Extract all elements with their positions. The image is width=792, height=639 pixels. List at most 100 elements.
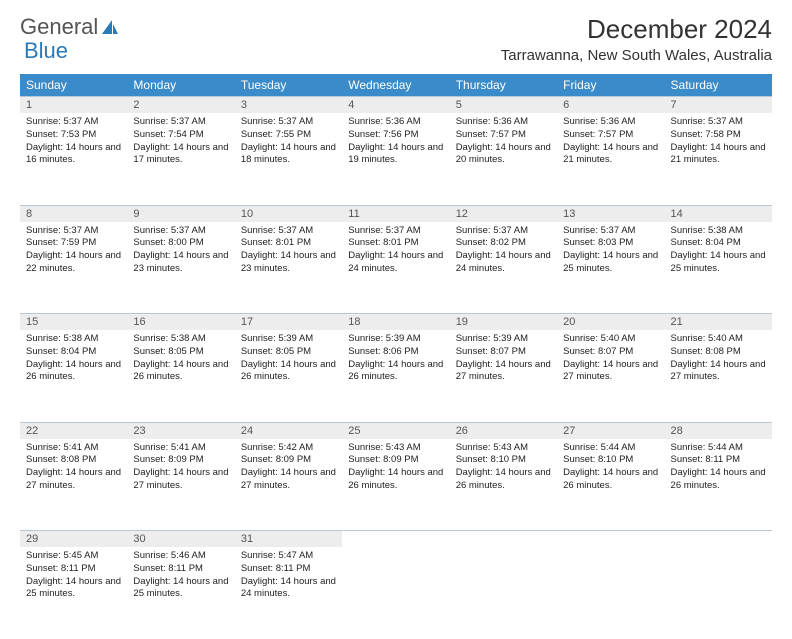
sunrise-label: Sunrise: [241, 225, 279, 236]
daylight-label: Daylight: [133, 359, 173, 370]
weekday-header-row: Sunday Monday Tuesday Wednesday Thursday… [20, 74, 772, 97]
sunrise-value: 5:38 AM [64, 333, 99, 344]
sunrise-value: 5:43 AM [493, 442, 528, 453]
day-details: Sunrise: 5:36 AMSunset: 7:57 PMDaylight:… [450, 113, 557, 171]
day-cell: Sunrise: 5:44 AMSunset: 8:10 PMDaylight:… [557, 439, 664, 531]
sunrise-label: Sunrise: [563, 333, 601, 344]
sunset-label: Sunset: [671, 346, 706, 357]
sunrise-value: 5:37 AM [171, 116, 206, 127]
sunset-label: Sunset: [26, 129, 61, 140]
sunrise-label: Sunrise: [563, 116, 601, 127]
daylight-label: Daylight: [241, 250, 281, 261]
sunset-value: 8:10 PM [491, 454, 526, 465]
sunrise-value: 5:41 AM [64, 442, 99, 453]
day-number: 7 [665, 97, 772, 114]
day-number: 21 [665, 314, 772, 331]
day-content-row: Sunrise: 5:41 AMSunset: 8:08 PMDaylight:… [20, 439, 772, 531]
sunset-value: 8:08 PM [705, 346, 740, 357]
day-cell: Sunrise: 5:42 AMSunset: 8:09 PMDaylight:… [235, 439, 342, 531]
sunset-value: 7:55 PM [276, 129, 311, 140]
sunrise-label: Sunrise: [26, 442, 64, 453]
sunrise-label: Sunrise: [133, 442, 171, 453]
sunrise-value: 5:37 AM [278, 225, 313, 236]
day-cell: Sunrise: 5:47 AMSunset: 8:11 PMDaylight:… [235, 547, 342, 639]
sunset-value: 7:53 PM [61, 129, 96, 140]
day-cell [665, 547, 772, 639]
day-cell: Sunrise: 5:40 AMSunset: 8:08 PMDaylight:… [665, 330, 772, 422]
day-number-row: 1234567 [20, 97, 772, 114]
day-details: Sunrise: 5:37 AMSunset: 8:01 PMDaylight:… [342, 222, 449, 280]
sunset-label: Sunset: [671, 454, 706, 465]
logo: General [20, 14, 120, 40]
day-number: 17 [235, 314, 342, 331]
day-number: 14 [665, 205, 772, 222]
sunrise-label: Sunrise: [241, 333, 279, 344]
sunrise-label: Sunrise: [348, 442, 386, 453]
day-content-row: Sunrise: 5:37 AMSunset: 7:53 PMDaylight:… [20, 113, 772, 205]
day-cell: Sunrise: 5:44 AMSunset: 8:11 PMDaylight:… [665, 439, 772, 531]
daylight-label: Daylight: [456, 142, 496, 153]
logo-text-1: General [20, 14, 98, 40]
day-details: Sunrise: 5:37 AMSunset: 7:53 PMDaylight:… [20, 113, 127, 171]
sunset-label: Sunset: [671, 129, 706, 140]
sunrise-value: 5:37 AM [493, 225, 528, 236]
sunset-value: 8:02 PM [491, 237, 526, 248]
sunset-value: 7:56 PM [383, 129, 418, 140]
day-cell: Sunrise: 5:38 AMSunset: 8:04 PMDaylight:… [20, 330, 127, 422]
weekday-header: Saturday [665, 74, 772, 97]
weekday-header: Monday [127, 74, 234, 97]
sunset-label: Sunset: [348, 129, 383, 140]
sunrise-label: Sunrise: [26, 333, 64, 344]
day-details: Sunrise: 5:38 AMSunset: 8:04 PMDaylight:… [665, 222, 772, 280]
sunrise-label: Sunrise: [348, 225, 386, 236]
weekday-header: Tuesday [235, 74, 342, 97]
sunset-label: Sunset: [563, 454, 598, 465]
day-details: Sunrise: 5:42 AMSunset: 8:09 PMDaylight:… [235, 439, 342, 497]
sunset-label: Sunset: [133, 563, 168, 574]
day-cell: Sunrise: 5:37 AMSunset: 8:02 PMDaylight:… [450, 222, 557, 314]
sunset-value: 7:57 PM [598, 129, 633, 140]
day-cell: Sunrise: 5:36 AMSunset: 7:57 PMDaylight:… [450, 113, 557, 205]
day-details: Sunrise: 5:41 AMSunset: 8:08 PMDaylight:… [20, 439, 127, 497]
day-number: 23 [127, 422, 234, 439]
day-details: Sunrise: 5:37 AMSunset: 7:59 PMDaylight:… [20, 222, 127, 280]
sunset-label: Sunset: [671, 237, 706, 248]
day-number-row: 22232425262728 [20, 422, 772, 439]
day-cell: Sunrise: 5:38 AMSunset: 8:05 PMDaylight:… [127, 330, 234, 422]
sunset-label: Sunset: [133, 129, 168, 140]
day-details: Sunrise: 5:37 AMSunset: 8:02 PMDaylight:… [450, 222, 557, 280]
daylight-label: Daylight: [563, 359, 603, 370]
day-details: Sunrise: 5:43 AMSunset: 8:10 PMDaylight:… [450, 439, 557, 497]
day-number: 20 [557, 314, 664, 331]
day-number: 3 [235, 97, 342, 114]
sunset-value: 7:58 PM [705, 129, 740, 140]
sunrise-value: 5:45 AM [64, 550, 99, 561]
weekday-header: Friday [557, 74, 664, 97]
day-details: Sunrise: 5:43 AMSunset: 8:09 PMDaylight:… [342, 439, 449, 497]
sunrise-label: Sunrise: [456, 442, 494, 453]
day-number: 16 [127, 314, 234, 331]
sunset-label: Sunset: [241, 454, 276, 465]
sunrise-label: Sunrise: [241, 116, 279, 127]
day-details: Sunrise: 5:38 AMSunset: 8:05 PMDaylight:… [127, 330, 234, 388]
day-details: Sunrise: 5:41 AMSunset: 8:09 PMDaylight:… [127, 439, 234, 497]
day-number: 25 [342, 422, 449, 439]
day-details: Sunrise: 5:39 AMSunset: 8:07 PMDaylight:… [450, 330, 557, 388]
day-number: 19 [450, 314, 557, 331]
day-cell: Sunrise: 5:39 AMSunset: 8:07 PMDaylight:… [450, 330, 557, 422]
sunrise-value: 5:42 AM [278, 442, 313, 453]
sunrise-label: Sunrise: [456, 333, 494, 344]
sunrise-label: Sunrise: [26, 225, 64, 236]
sunrise-value: 5:36 AM [386, 116, 421, 127]
sunset-label: Sunset: [456, 454, 491, 465]
sunrise-value: 5:44 AM [708, 442, 743, 453]
daylight-label: Daylight: [26, 250, 66, 261]
sunset-value: 8:11 PM [705, 454, 740, 465]
sunrise-value: 5:39 AM [386, 333, 421, 344]
sunrise-label: Sunrise: [671, 333, 709, 344]
sunrise-label: Sunrise: [26, 116, 64, 127]
sunset-label: Sunset: [26, 454, 61, 465]
sunset-label: Sunset: [563, 346, 598, 357]
sunrise-label: Sunrise: [456, 225, 494, 236]
daylight-label: Daylight: [563, 467, 603, 478]
